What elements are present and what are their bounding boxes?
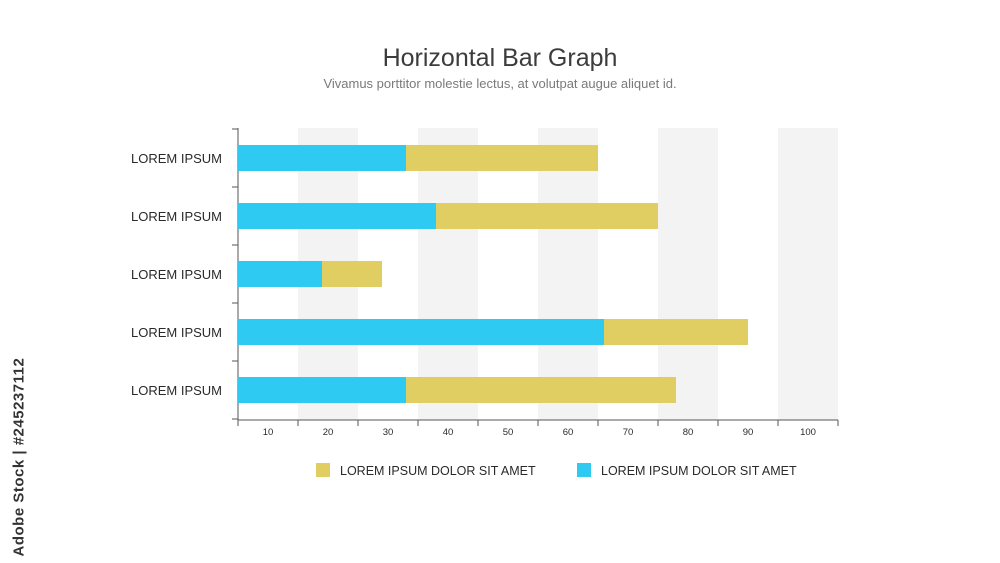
- x-tick-label: 70: [623, 427, 634, 438]
- legend-label: LOREM IPSUM DOLOR SIT AMET: [340, 464, 536, 478]
- x-tick-label: 90: [743, 427, 754, 438]
- grid-band: [658, 128, 718, 420]
- legend-swatch: [316, 463, 330, 477]
- bar-series-2: [406, 377, 676, 403]
- legend-label: LOREM IPSUM DOLOR SIT AMET: [601, 464, 797, 478]
- bar-series-2: [322, 261, 382, 287]
- category-label: LOREM IPSUM: [131, 151, 222, 166]
- bar-series-1: [238, 377, 406, 403]
- bar-series-2: [406, 145, 598, 171]
- grid-band: [538, 128, 598, 420]
- grid-band: [418, 128, 478, 420]
- bar-series-2: [604, 319, 748, 345]
- legend-swatch: [577, 463, 591, 477]
- category-label: LOREM IPSUM: [131, 325, 222, 340]
- bar-series-1: [238, 145, 406, 171]
- x-tick-label: 100: [800, 427, 816, 438]
- bar-series-2: [436, 203, 658, 229]
- x-tick-label: 20: [323, 427, 334, 438]
- x-tick-label: 10: [263, 427, 274, 438]
- category-label: LOREM IPSUM: [131, 267, 222, 282]
- bar-series-1: [238, 203, 436, 229]
- x-tick-label: 30: [383, 427, 394, 438]
- x-tick-label: 40: [443, 427, 454, 438]
- chart-subtitle: Vivamus porttitor molestie lectus, at vo…: [323, 76, 677, 91]
- stock-watermark: Adobe Stock | #245237112: [10, 357, 28, 557]
- category-label: LOREM IPSUM: [131, 383, 222, 398]
- x-tick-label: 80: [683, 427, 694, 438]
- grid-band: [778, 128, 838, 420]
- x-tick-label: 50: [503, 427, 514, 438]
- x-tick-label: 60: [563, 427, 574, 438]
- bar-series-1: [238, 319, 604, 345]
- chart-title: Horizontal Bar Graph: [382, 44, 618, 72]
- category-label: LOREM IPSUM: [131, 209, 222, 224]
- bar-series-1: [238, 261, 322, 287]
